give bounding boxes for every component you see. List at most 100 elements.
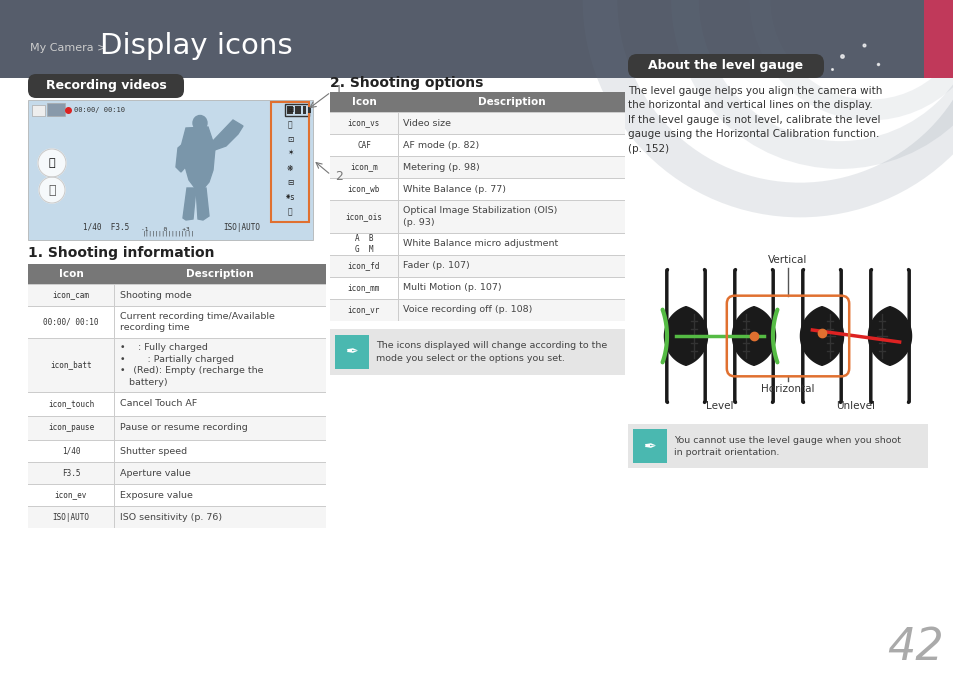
Text: ✒: ✒ [345, 345, 358, 360]
Bar [0, 0, 953, 78]
Text: Vertical: Vertical [767, 255, 807, 265]
Bar [330, 178, 624, 200]
Bar [397, 200, 398, 233]
Bar [113, 440, 115, 462]
Text: 2: 2 [335, 170, 342, 183]
Bar [32, 105, 45, 116]
Text: AF mode (p. 82): AF mode (p. 82) [402, 141, 478, 149]
Bar [335, 335, 369, 369]
Text: 2. Shooting options: 2. Shooting options [330, 76, 483, 90]
Polygon shape [800, 307, 842, 365]
Text: The level gauge helps you align the camera with
the horizontal and vertical line: The level gauge helps you align the came… [627, 86, 882, 153]
Bar [113, 338, 115, 392]
Text: Metering (p. 98): Metering (p. 98) [402, 162, 479, 172]
Text: Unlevel: Unlevel [836, 402, 875, 411]
Bar [28, 506, 326, 528]
Text: icon_cam: icon_cam [52, 291, 90, 299]
Bar [330, 112, 624, 134]
Bar [330, 134, 624, 156]
Text: ||||||||||||||||: |||||||||||||||| [143, 231, 194, 236]
Polygon shape [663, 307, 707, 365]
Bar [271, 102, 309, 222]
Text: 🎙: 🎙 [288, 207, 292, 216]
Bar [113, 506, 115, 528]
Bar [330, 277, 624, 299]
Bar [28, 306, 326, 338]
Text: ⁕s: ⁕s [285, 193, 294, 201]
Bar [28, 284, 326, 306]
Text: ⊟: ⊟ [287, 178, 293, 187]
Bar [113, 306, 115, 338]
Polygon shape [206, 120, 243, 152]
Bar [303, 106, 306, 114]
Text: The icons displayed will change according to the
mode you select or the options : The icons displayed will change accordin… [375, 341, 607, 363]
Text: About the level gauge: About the level gauge [648, 59, 802, 72]
Text: 🏍: 🏍 [49, 158, 55, 168]
Text: My Camera >: My Camera > [30, 43, 107, 53]
Text: 00:00/ 00:10: 00:00/ 00:10 [43, 318, 99, 327]
Text: Cancel Touch AF: Cancel Touch AF [120, 400, 197, 408]
Bar [113, 284, 115, 306]
Text: ✒: ✒ [643, 439, 656, 454]
Bar [397, 233, 398, 255]
Bar [923, 0, 953, 78]
Bar [330, 299, 624, 321]
Text: 1/40: 1/40 [62, 447, 80, 456]
Bar [397, 112, 398, 134]
Text: Level: Level [705, 402, 733, 411]
Text: Exposure value: Exposure value [120, 491, 193, 500]
Text: Shutter speed: Shutter speed [120, 447, 187, 456]
Polygon shape [181, 127, 214, 188]
Bar [397, 277, 398, 299]
Text: ✶: ✶ [287, 149, 293, 158]
Text: ⏸: ⏸ [49, 183, 55, 197]
Bar [330, 156, 624, 178]
Bar [28, 416, 326, 440]
Text: Pause or resume recording: Pause or resume recording [120, 423, 248, 433]
Text: Current recording time/Available
recording time: Current recording time/Available recordi… [120, 312, 274, 333]
Polygon shape [732, 307, 775, 365]
Bar [113, 416, 115, 440]
Text: icon_vr: icon_vr [348, 306, 380, 314]
Text: icon_pause: icon_pause [48, 423, 94, 433]
FancyBboxPatch shape [627, 54, 823, 78]
Bar [28, 338, 326, 392]
Text: Description: Description [477, 97, 545, 107]
Bar [28, 100, 313, 240]
Polygon shape [175, 142, 188, 172]
Text: 00:00/ 00:10: 00:00/ 00:10 [74, 107, 125, 113]
Text: icon_m: icon_m [350, 162, 377, 172]
Text: ❋: ❋ [287, 164, 293, 172]
Text: icon_ev: icon_ev [54, 491, 87, 500]
Text: F3.5: F3.5 [62, 468, 80, 477]
Bar [330, 329, 624, 375]
Text: -1    0    +3: -1 0 +3 [141, 227, 190, 232]
Text: 42: 42 [886, 627, 943, 669]
Bar [294, 106, 301, 114]
Text: icon_fd: icon_fd [348, 262, 380, 270]
Text: Video size: Video size [402, 118, 451, 128]
Text: icon_touch: icon_touch [48, 400, 94, 408]
Bar [28, 484, 326, 506]
Text: Aperture value: Aperture value [120, 468, 191, 477]
Bar [28, 440, 326, 462]
Text: icon_vs: icon_vs [348, 118, 380, 128]
Bar [397, 134, 398, 156]
Text: White Balance micro adjustment: White Balance micro adjustment [402, 239, 558, 249]
Text: 1/40  F3.5: 1/40 F3.5 [83, 223, 129, 232]
Bar [113, 392, 115, 416]
Bar [633, 429, 666, 463]
Bar [397, 299, 398, 321]
Text: ISO|AUTO: ISO|AUTO [223, 223, 260, 232]
Text: 1: 1 [335, 84, 342, 97]
Text: icon_wb: icon_wb [348, 185, 380, 193]
Text: CAF: CAF [356, 141, 371, 149]
Bar [330, 92, 624, 112]
Text: Icon: Icon [352, 97, 376, 107]
Text: Icon: Icon [58, 269, 83, 279]
Text: Recording videos: Recording videos [46, 80, 166, 93]
Bar [113, 484, 115, 506]
Bar [397, 255, 398, 277]
Bar [330, 200, 624, 233]
Text: ⊡: ⊡ [287, 135, 293, 143]
